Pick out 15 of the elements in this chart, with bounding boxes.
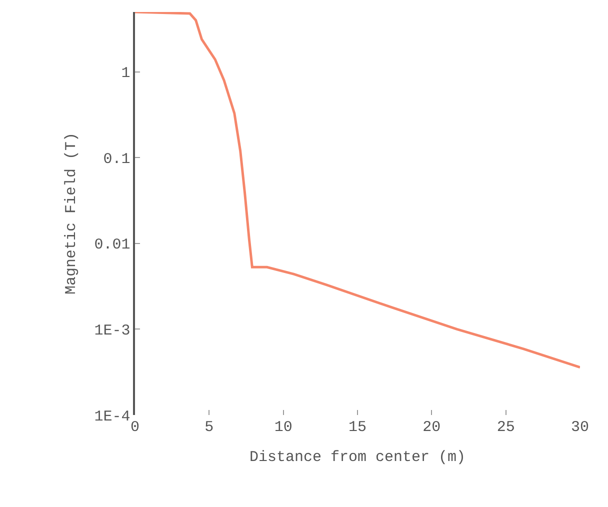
y-axis-title: Magnetic Field (T) [62, 132, 80, 295]
x-tick-label: 10 [274, 419, 292, 436]
y-tick-label: 1E-3 [94, 322, 130, 340]
y-tick-label: 1E-4 [94, 408, 130, 426]
y-tick-label: 0.1 [103, 150, 130, 168]
x-tick-label: 15 [348, 419, 367, 436]
x-axis-title: Distance from center (m) [249, 449, 466, 466]
x-tick-label: 5 [204, 419, 214, 436]
x-tick-label: 0 [130, 419, 140, 436]
x-tick-label: 20 [422, 419, 441, 436]
y-tick-label: 0.01 [94, 236, 130, 254]
y-tick-label: 1 [121, 65, 130, 82]
line-series [135, 12, 580, 369]
x-tick-label: 30 [570, 419, 590, 436]
x-tick-label: 25 [496, 419, 515, 436]
